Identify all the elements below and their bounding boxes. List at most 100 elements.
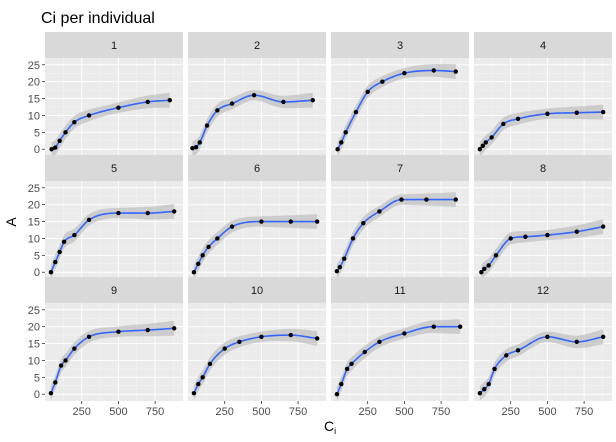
confidence-ribbon xyxy=(51,92,170,157)
facet-panel-5: 5 0 5 10 15 20 25 xyxy=(28,155,183,280)
confidence-ribbon xyxy=(479,104,604,157)
data-point xyxy=(57,249,62,255)
data-point xyxy=(191,270,197,275)
facet-panel-4: 4 xyxy=(474,32,612,157)
smooth-line xyxy=(479,111,604,150)
facet-strip-label: 4 xyxy=(540,40,546,52)
facet-panel-11: 11 250 500 750 xyxy=(331,277,469,418)
data-point xyxy=(486,263,491,268)
facet-strip-label: 11 xyxy=(394,285,405,297)
data-point xyxy=(167,98,172,103)
y-tick-label: 5 xyxy=(34,372,40,384)
data-point xyxy=(492,366,497,372)
y-tick-label: 25 xyxy=(28,60,40,72)
data-point xyxy=(145,210,150,216)
data-point xyxy=(72,120,77,125)
facet-strip xyxy=(331,155,469,181)
x-tick-label: 250 xyxy=(216,406,234,418)
data-point xyxy=(339,140,344,145)
data-point xyxy=(600,334,606,339)
data-point xyxy=(288,219,293,224)
facet-strip-label: 7 xyxy=(397,163,403,175)
smooth-line xyxy=(193,220,318,273)
data-point xyxy=(431,324,436,329)
data-point xyxy=(196,261,201,266)
smooth-line xyxy=(479,335,604,394)
y-axis-label: A xyxy=(3,217,19,227)
data-point xyxy=(377,209,382,214)
data-point xyxy=(343,130,348,135)
data-point xyxy=(482,266,487,272)
data-point xyxy=(49,147,54,152)
x-tick-label: 250 xyxy=(502,406,520,418)
data-point xyxy=(145,327,150,333)
data-point xyxy=(251,92,257,98)
data-point xyxy=(215,108,220,113)
data-point xyxy=(206,244,211,250)
data-point xyxy=(72,232,77,238)
data-point xyxy=(479,270,484,275)
data-point xyxy=(197,140,202,145)
smooth-line xyxy=(336,69,456,150)
data-point xyxy=(48,391,54,396)
data-point xyxy=(574,229,579,234)
facet-strip-label: 6 xyxy=(254,163,260,175)
confidence-ribbon xyxy=(481,219,604,280)
facet-strip xyxy=(331,32,469,58)
data-point xyxy=(402,331,407,336)
facet-strip-label: 9 xyxy=(111,285,117,297)
facet-strip-label: 12 xyxy=(537,285,549,297)
data-point xyxy=(337,264,343,270)
x-tick-label: 750 xyxy=(575,406,593,418)
x-tick-label: 750 xyxy=(432,406,450,418)
data-point xyxy=(310,98,315,103)
facet-strip-label: 1 xyxy=(111,40,117,52)
y-tick-label: 15 xyxy=(28,217,40,229)
chart-title: Ci per individual xyxy=(41,10,155,27)
data-point xyxy=(237,339,242,345)
data-point xyxy=(200,375,205,380)
data-point xyxy=(545,111,550,116)
data-point xyxy=(288,332,293,338)
data-point xyxy=(344,366,350,372)
facet-strip-label: 8 xyxy=(540,163,546,175)
data-point xyxy=(339,381,344,387)
y-tick-label: 0 xyxy=(34,144,40,156)
data-point xyxy=(486,381,491,387)
data-point xyxy=(380,79,385,84)
data-point xyxy=(574,339,579,345)
y-tick-label: 25 xyxy=(28,305,40,317)
data-point xyxy=(350,236,356,241)
facet-panel-6: 6 xyxy=(188,155,326,280)
y-tick-label: 20 xyxy=(28,322,40,334)
data-point xyxy=(349,361,354,367)
data-point xyxy=(191,391,197,396)
facet-strip xyxy=(45,155,183,181)
x-tick-label: 500 xyxy=(395,406,413,418)
data-point xyxy=(453,69,458,74)
facet-strip xyxy=(188,155,326,181)
data-point xyxy=(334,392,340,397)
y-tick-label: 15 xyxy=(28,339,40,351)
y-tick-label: 10 xyxy=(28,110,40,122)
data-point xyxy=(477,147,483,152)
smooth-line xyxy=(51,99,170,151)
data-point xyxy=(457,324,463,329)
data-point xyxy=(63,358,68,363)
data-point xyxy=(424,197,429,202)
confidence-ribbon xyxy=(336,192,456,279)
data-point xyxy=(501,121,506,127)
data-point xyxy=(53,145,58,150)
data-point xyxy=(58,363,64,368)
data-point xyxy=(57,138,62,143)
facet-strip-label: 3 xyxy=(397,40,403,52)
smooth-line xyxy=(193,334,318,394)
data-point xyxy=(342,256,347,261)
smooth-line xyxy=(336,198,456,272)
data-point xyxy=(200,253,205,258)
facet-strip xyxy=(474,32,612,58)
x-tick-label: 750 xyxy=(146,406,164,418)
y-tick-label: 5 xyxy=(34,127,40,139)
x-axis-label-main: C xyxy=(324,418,334,434)
